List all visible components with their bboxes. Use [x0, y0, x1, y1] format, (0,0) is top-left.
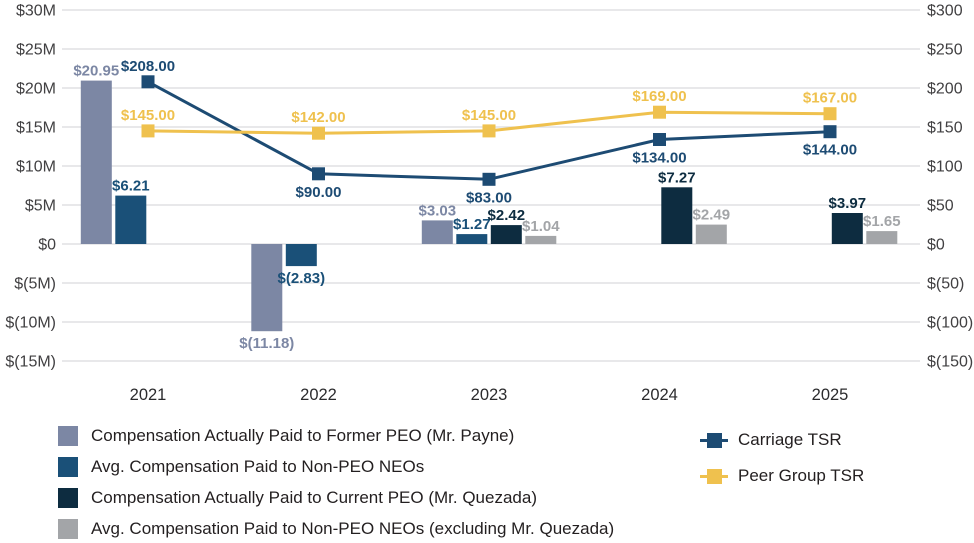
legend-swatch-icon	[58, 457, 78, 477]
tsr-marker	[141, 75, 155, 89]
left-axis-tick: $(10M)	[5, 315, 56, 332]
legend-swatch-icon	[58, 519, 78, 539]
right-axis-tick: $0	[927, 237, 945, 254]
tsr-marker	[482, 172, 496, 186]
legend-item-label: Carriage TSR	[738, 430, 842, 449]
bar-year2025-series3	[866, 231, 898, 244]
legend-item-line-1: Peer Group TSR	[700, 466, 864, 486]
bar-year2021-series0	[80, 80, 112, 244]
legend-item-line-0: Carriage TSR	[700, 430, 864, 450]
left-axis: $30M $25M $20M $15M $10M $5M $0 $(5M) $(10M) $(15…	[5, 3, 56, 371]
legend-line-series: Carriage TSR Peer Group TSR	[700, 430, 864, 486]
legend-item-label: Avg. Compensation Paid to Non-PEO NEOs	[91, 457, 425, 476]
left-axis-tick: $0	[38, 237, 56, 254]
right-axis-tick: $(150)	[927, 354, 973, 371]
right-axis-tick: $150	[927, 120, 963, 137]
tsr-marker	[653, 133, 666, 146]
left-axis-tick: $(5M)	[14, 276, 56, 293]
tsr-marker	[823, 125, 837, 139]
left-axis-tick: $30M	[16, 3, 56, 20]
bar-value-label: $6.21	[112, 178, 150, 195]
bar-value-label: $(11.18)	[239, 335, 294, 352]
line-marker-icon	[700, 430, 728, 450]
left-axis-tick: $5M	[25, 198, 56, 215]
tsr-marker	[312, 167, 325, 181]
bar-year2025-series2	[831, 213, 863, 244]
bar-value-label: $1.27	[453, 216, 491, 233]
legend-item-bar-2: Compensation Actually Paid to Current PE…	[58, 488, 614, 508]
bar-year2023-series2	[490, 225, 522, 244]
right-axis-tick: $200	[927, 81, 963, 98]
bar-value-label: $7.27	[658, 169, 696, 186]
tsr-value-label: $167.00	[803, 90, 857, 107]
x-axis-year-label: 2025	[812, 386, 849, 404]
bar-value-label: $2.42	[488, 207, 526, 224]
tsr-value-label: $169.00	[632, 88, 686, 105]
bar-year2022-series0	[251, 244, 283, 332]
tsr-marker	[312, 126, 325, 140]
right-axis-tick: $(50)	[927, 276, 964, 293]
tsr-value-label: $90.00	[296, 184, 342, 201]
bar-value-label: $1.04	[522, 218, 560, 235]
tsr-marker	[482, 124, 496, 138]
legend-item-label: Compensation Actually Paid to Current PE…	[91, 488, 537, 507]
right-axis-tick: $50	[927, 198, 954, 215]
line-marker-icon	[700, 466, 728, 486]
bar-value-labels: $20.95$(11.18)$3.03$6.21$(2.83)$1.27$2.4…	[73, 63, 900, 353]
tsr-value-label: $134.00	[632, 150, 686, 167]
left-axis-tick: $20M	[16, 81, 56, 98]
pay-vs-performance-chart: $30M $25M $20M $15M $10M $5M $0 $(5M) $(10M) $(15…	[5, 3, 973, 405]
bar-value-label: $3.03	[419, 202, 457, 219]
left-axis-tick: $(15M)	[5, 354, 56, 371]
bar-value-label: $2.49	[693, 207, 731, 224]
tsr-value-label: $145.00	[121, 107, 175, 124]
left-axis-tick: $15M	[16, 120, 56, 137]
chart-canvas: $30M $25M $20M $15M $10M $5M $0 $(5M) $(10M) $(15…	[5, 3, 973, 405]
x-axis-year-label: 2023	[471, 386, 508, 404]
bar-year2023-series3	[525, 235, 557, 244]
tsr-value-label: $142.00	[291, 109, 345, 126]
right-axis-tick: $100	[927, 159, 963, 176]
tsr-value-label: $144.00	[803, 142, 857, 159]
left-axis-tick: $25M	[16, 42, 56, 59]
x-axis-year-label: 2021	[130, 386, 167, 404]
bars	[80, 80, 898, 332]
right-axis-tick: $(100)	[927, 315, 973, 332]
legend-bar-series: Compensation Actually Paid to Former PEO…	[58, 426, 614, 539]
tsr-value-label: $208.00	[121, 58, 175, 75]
legend-swatch-icon	[58, 426, 78, 446]
bar-year2024-series2	[661, 187, 693, 244]
bar-year2022-series1	[285, 244, 317, 267]
bar-year2024-series3	[695, 224, 727, 244]
legend-item-bar-3: Avg. Compensation Paid to Non-PEO NEOs (…	[58, 519, 614, 539]
tsr-marker	[653, 105, 666, 119]
x-axis-year-label: 2022	[300, 386, 337, 404]
tsr-marker	[141, 124, 155, 138]
right-axis: $300 $250 $200 $150 $100 $50 $0 $(50) $(100) $(15…	[927, 3, 973, 371]
bar-value-label: $20.95	[73, 63, 119, 80]
x-axis-year-label: 2024	[641, 386, 678, 404]
bar-value-label: $3.97	[829, 195, 867, 212]
bar-year2023-series1	[456, 234, 488, 244]
bar-year2021-series1	[115, 195, 147, 244]
x-axis: 2021 2022 2023 2024 2025	[130, 386, 849, 404]
bar-value-label: $1.65	[863, 213, 901, 230]
right-axis-tick: $250	[927, 42, 963, 59]
gridlines	[62, 9, 920, 362]
tsr-value-label: $145.00	[462, 107, 516, 124]
legend-item-bar-1: Avg. Compensation Paid to Non-PEO NEOs	[58, 457, 614, 477]
tsr-marker	[823, 107, 837, 121]
legend-item-label: Avg. Compensation Paid to Non-PEO NEOs (…	[91, 519, 615, 538]
left-axis-tick: $10M	[16, 159, 56, 176]
legend-item-label: Compensation Actually Paid to Former PEO…	[91, 426, 515, 445]
legend-swatch-icon	[58, 488, 78, 508]
tsr-value-label: $83.00	[466, 189, 512, 206]
right-axis-tick: $300	[927, 3, 963, 20]
tsr-line-series-0: $208.00 $90.00 $83.00 $134.00 $144.00	[121, 58, 857, 207]
bar-year2023-series0	[421, 220, 453, 244]
bar-value-label: $(2.83)	[278, 270, 326, 287]
legend-item-bar-0: Compensation Actually Paid to Former PEO…	[58, 426, 614, 446]
tsr-line-series-1: $145.00 $142.00 $145.00 $169.00 $167.00	[121, 88, 857, 140]
legend-item-label: Peer Group TSR	[738, 466, 865, 485]
